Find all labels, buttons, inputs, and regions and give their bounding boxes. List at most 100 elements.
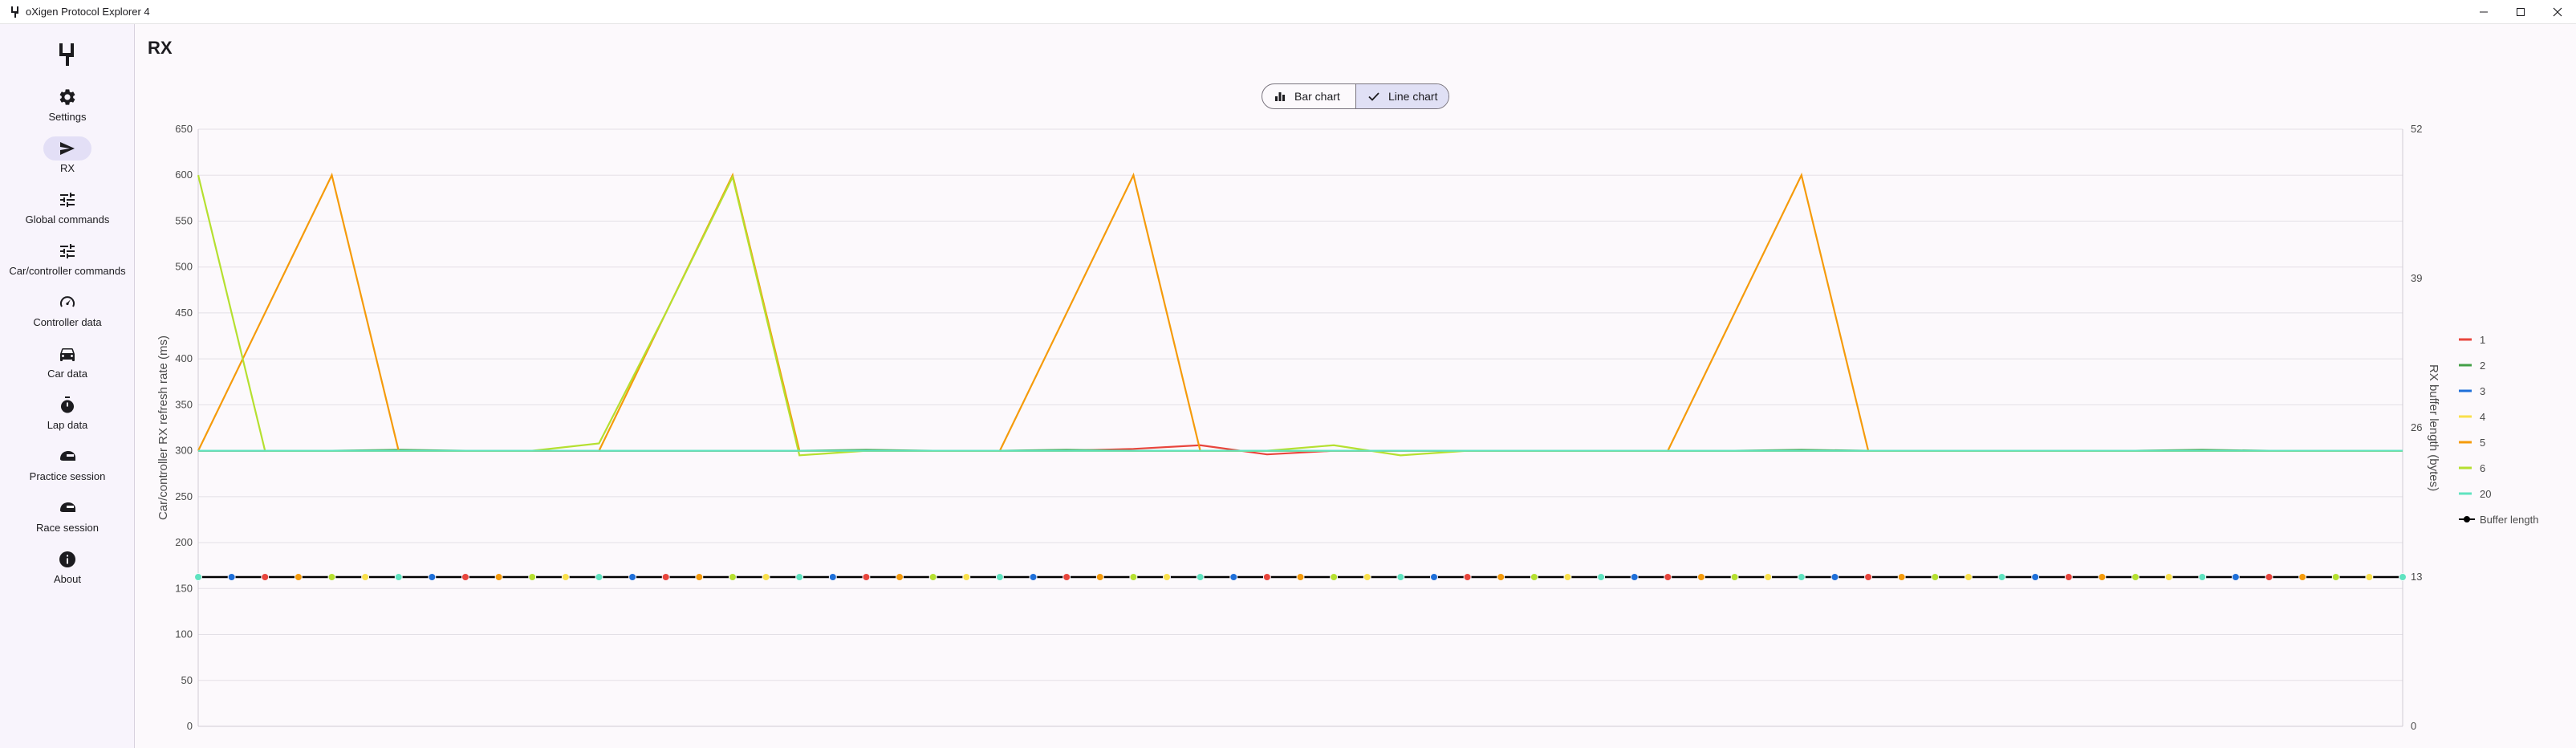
series-line-1 — [198, 444, 2403, 456]
close-button[interactable] — [2539, 0, 2576, 24]
tune-icon — [60, 193, 75, 207]
buffer-length-point — [2265, 573, 2273, 581]
buffer-length-point — [1630, 573, 1639, 581]
buffer-length-point — [2298, 573, 2307, 581]
buffer-length-point — [695, 573, 704, 581]
buffer-length-point — [461, 573, 469, 581]
legend-label: Buffer length — [2480, 514, 2538, 526]
buffer-length-point — [2399, 573, 2407, 581]
buffer-length-point — [1530, 573, 1538, 581]
close-icon — [2553, 7, 2562, 17]
nav-item-race-session[interactable]: Race session — [0, 496, 135, 546]
legend-label: 5 — [2480, 437, 2485, 449]
nav-label-race-session: Race session — [35, 522, 100, 534]
stopwatch-icon — [61, 396, 74, 413]
buffer-length-point — [428, 573, 437, 581]
minimize-button[interactable] — [2465, 0, 2502, 24]
nav-label-about: About — [54, 573, 81, 585]
nav-label-rx: RX — [59, 162, 75, 174]
buffer-length-point — [361, 573, 370, 581]
buffer-length-point — [828, 573, 837, 581]
window-title: oXigen Protocol Explorer 4 — [26, 6, 150, 18]
buffer-length-point — [1696, 573, 1705, 581]
buffer-length-point — [327, 573, 336, 581]
nav-item-car-controller-commands[interactable]: Car/controller commands — [0, 239, 135, 289]
buffer-length-point — [795, 573, 804, 581]
nav-item-lap-data[interactable]: Lap data — [0, 393, 135, 443]
buffer-length-point — [1864, 573, 1873, 581]
buffer-length-point — [394, 573, 403, 581]
y-tick-label: 100 — [175, 628, 193, 640]
y-tick-label: 450 — [175, 307, 193, 319]
bar-chart-button[interactable]: Bar chart — [1262, 84, 1355, 108]
nav-item-global-commands[interactable]: Global commands — [0, 188, 135, 238]
y-tick-label: 400 — [175, 352, 193, 364]
nav-item-controller-data[interactable]: Controller data — [0, 291, 135, 340]
buffer-length-point — [1997, 573, 2006, 581]
legend-label: 6 — [2480, 462, 2485, 474]
buffer-length-point — [1095, 573, 1104, 581]
nav-label-car-controller-commands: Car/controller commands — [9, 265, 126, 277]
helmet-icon — [60, 502, 75, 512]
line-chart-label: Line chart — [1388, 90, 1438, 103]
oxigen-logo-icon — [59, 43, 74, 66]
y-tick-label: 600 — [175, 169, 193, 181]
buffer-length-point — [2365, 573, 2374, 581]
page-title: RX — [148, 38, 173, 58]
info-icon — [59, 551, 75, 567]
buffer-length-point — [1830, 573, 1839, 581]
legend-label: 3 — [2480, 385, 2485, 397]
active-indicator — [43, 136, 91, 161]
buffer-length-point — [1129, 573, 1138, 581]
helmet-icon — [60, 451, 75, 461]
nav-label-settings: Settings — [48, 111, 87, 123]
buffer-length-point — [2031, 573, 2040, 581]
gear-icon — [59, 89, 75, 105]
buffer-length-point — [1463, 573, 1472, 581]
line-chart-button[interactable]: Line chart — [1355, 84, 1448, 108]
nav-label-lap-data: Lap data — [47, 419, 88, 431]
buffer-length-point — [528, 573, 537, 581]
buffer-length-point — [1563, 573, 1572, 581]
navigation-rail: Settings RX Global commands Car/controll… — [0, 24, 135, 748]
buffer-length-point — [1029, 573, 1038, 581]
buffer-length-point — [1296, 573, 1305, 581]
buffer-length-point — [1163, 573, 1172, 581]
buffer-length-point — [1764, 573, 1773, 581]
nav-item-about[interactable]: About — [0, 547, 135, 597]
maximize-button[interactable] — [2502, 0, 2539, 24]
buffer-length-point — [2064, 573, 2073, 581]
y2-tick-label: 39 — [2411, 272, 2422, 284]
buffer-length-point — [995, 573, 1004, 581]
buffer-length-point — [1664, 573, 1672, 581]
speedometer-icon — [60, 296, 75, 307]
nav-item-car-data[interactable]: Car data — [0, 342, 135, 392]
y-tick-label: 200 — [175, 536, 193, 548]
nav-item-settings[interactable]: Settings — [0, 85, 135, 135]
y-tick-label: 550 — [175, 214, 193, 226]
nav-item-rx[interactable]: RX — [0, 136, 135, 186]
buffer-length-point — [1262, 573, 1271, 581]
buffer-length-point — [1363, 573, 1371, 581]
content-area: RX 0 50 100 150 200 250 300 350 400 450 500 550 600 6… — [135, 24, 2576, 748]
bar-chart-icon — [1275, 92, 1285, 101]
buffer-length-point — [494, 573, 503, 581]
buffer-length-point — [1964, 573, 1973, 581]
buffer-length-point — [2098, 573, 2107, 581]
chart-type-toggle: Bar chart Line chart — [1262, 83, 1449, 109]
buffer-length-point — [1429, 573, 1438, 581]
buffer-length-point — [1330, 573, 1339, 581]
buffer-length-point — [227, 573, 236, 581]
nav-item-practice-session[interactable]: Practice session — [0, 445, 135, 494]
buffer-length-point — [2131, 573, 2140, 581]
y-tick-label: 500 — [175, 261, 193, 273]
y2-tick-label: 13 — [2411, 571, 2422, 583]
buffer-length-point — [1229, 573, 1238, 581]
y-axis-title: Car/controller RX refresh rate (ms) — [156, 335, 170, 520]
buffer-length-point — [1396, 573, 1405, 581]
y-tick-label: 150 — [175, 582, 193, 594]
buffer-length-point — [1597, 573, 1606, 581]
car-icon — [60, 348, 75, 361]
buffer-length-point — [762, 573, 770, 581]
bar-chart-label: Bar chart — [1294, 90, 1340, 103]
